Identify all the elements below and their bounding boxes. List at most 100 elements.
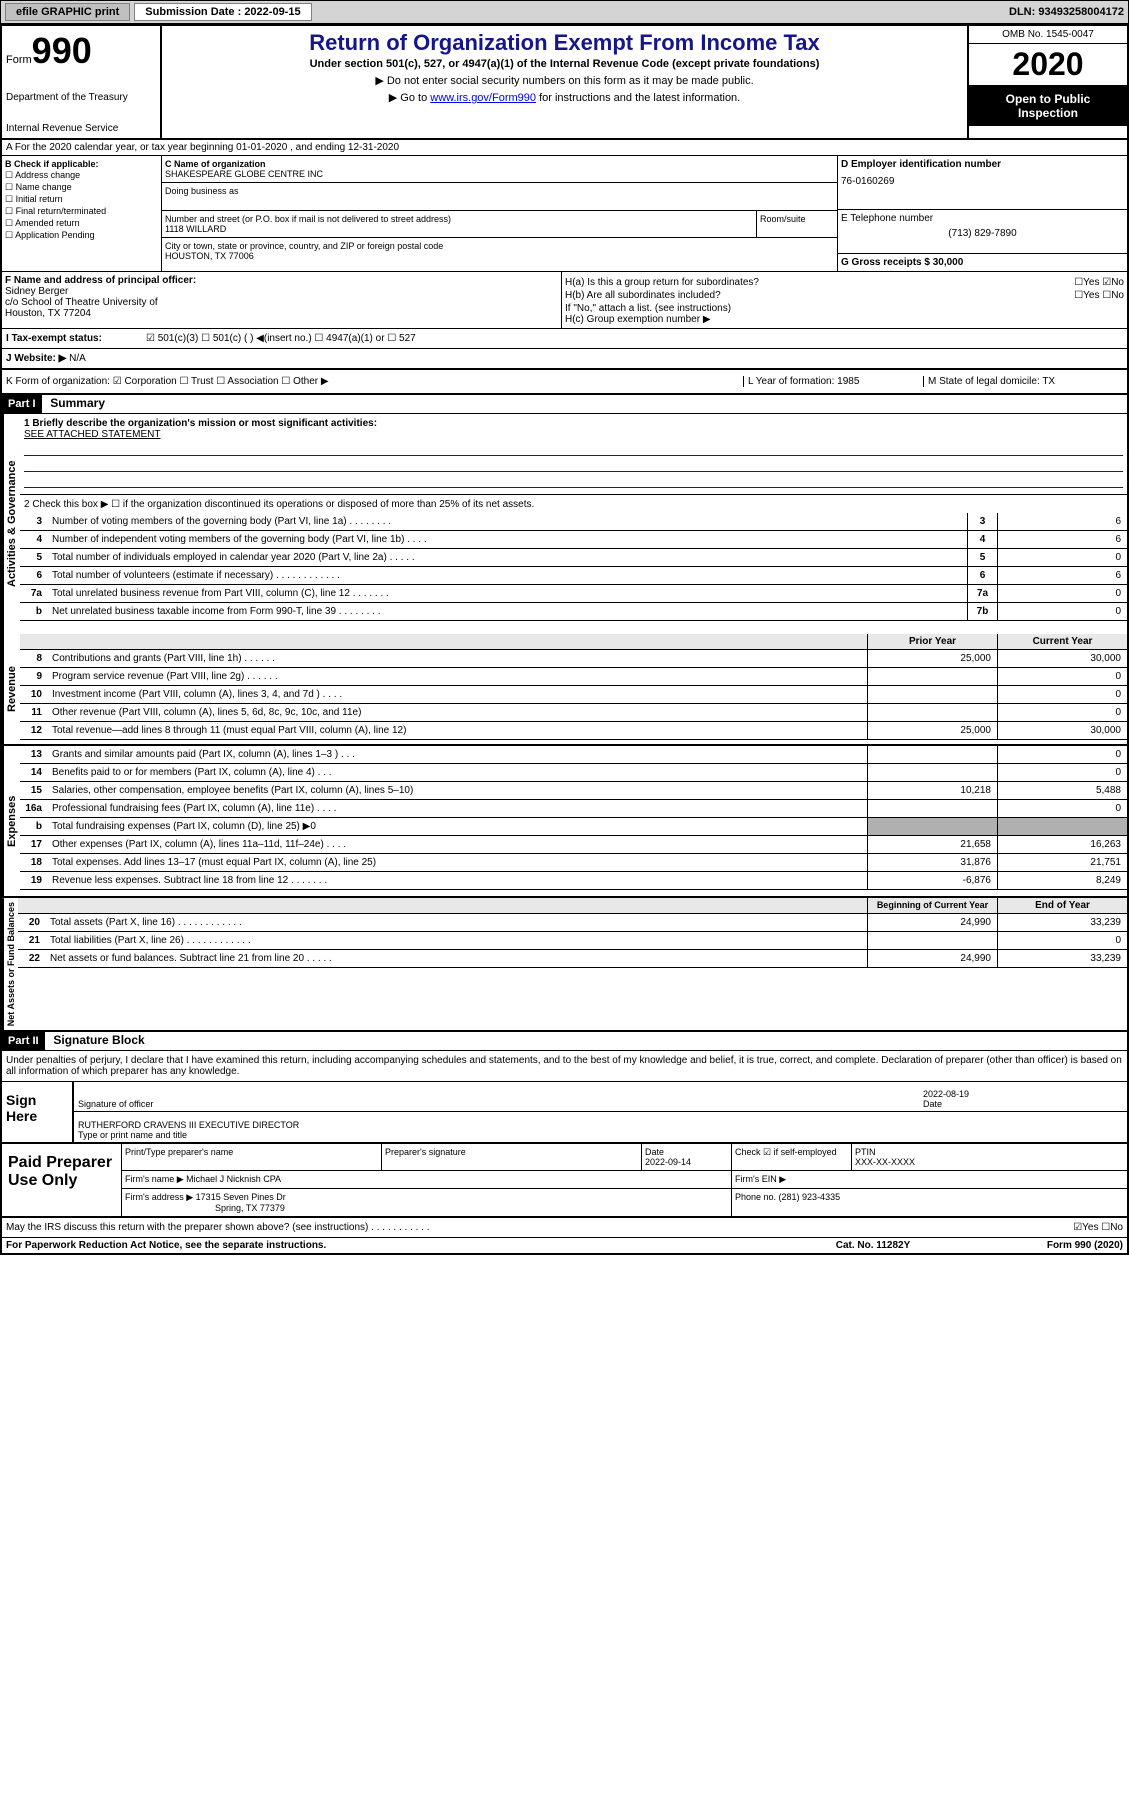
table-row: 4 Number of independent voting members o… <box>20 531 1127 549</box>
dba-block: Doing business as <box>162 183 837 211</box>
cb-name[interactable]: ☐ Name change <box>5 182 158 193</box>
prior-val <box>867 764 997 781</box>
form-title: Return of Organization Exempt From Incom… <box>166 30 963 56</box>
line-num: 8 <box>20 653 48 664</box>
form-container: Form990 Department of the Treasury Inter… <box>0 24 1129 1255</box>
sig-date-block: 2022-08-19 Date <box>923 1089 1123 1109</box>
efile-button[interactable]: efile GRAPHIC print <box>5 3 130 21</box>
header-mid: Return of Organization Exempt From Incom… <box>162 26 967 138</box>
irs-link[interactable]: www.irs.gov/Form990 <box>430 92 536 104</box>
line-text: Total number of individuals employed in … <box>48 550 967 565</box>
table-row: 11 Other revenue (Part VIII, column (A),… <box>20 704 1127 722</box>
current-val: 30,000 <box>997 722 1127 739</box>
table-row: 5 Total number of individuals employed i… <box>20 549 1127 567</box>
tax-opts[interactable]: ☑ 501(c)(3) ☐ 501(c) ( ) ◀(insert no.) ☐… <box>146 333 416 344</box>
section-bcd: B Check if applicable: ☐ Address change … <box>2 156 1127 272</box>
prep-selfemp[interactable]: Check ☑ if self-employed <box>732 1144 852 1170</box>
line-text: Total number of volunteers (estimate if … <box>48 568 967 583</box>
dln-label: DLN: 93493258004172 <box>1009 6 1124 18</box>
discuss-text: May the IRS discuss this return with the… <box>6 1222 1073 1233</box>
sign-here-label: Sign Here <box>2 1082 72 1142</box>
revenue-block: Revenue Prior Year Current Year 8 Contri… <box>2 634 1127 746</box>
firm-addr-block: Firm's address ▶ 17315 Seven Pines Dr Sp… <box>122 1189 732 1216</box>
website-row: J Website: ▶ N/A <box>2 349 1127 370</box>
section-a: A For the 2020 calendar year, or tax yea… <box>2 140 1127 156</box>
line-num: 21 <box>18 935 46 946</box>
cb-pending[interactable]: ☐ Application Pending <box>5 230 158 241</box>
begin-year-hdr: Beginning of Current Year <box>867 898 997 913</box>
ha-lbl: H(a) Is this a group return for subordin… <box>565 277 1074 288</box>
col-b: B Check if applicable: ☐ Address change … <box>2 156 162 271</box>
prep-header-row: Print/Type preparer's name Preparer's si… <box>122 1144 1127 1171</box>
org-name-block: C Name of organization SHAKESPEARE GLOBE… <box>162 156 837 183</box>
table-row: 16a Professional fundraising fees (Part … <box>20 800 1127 818</box>
cb-address[interactable]: ☐ Address change <box>5 170 158 181</box>
discuss-ans[interactable]: ☑Yes ☐No <box>1073 1222 1123 1233</box>
prep-name-hdr: Print/Type preparer's name <box>122 1144 382 1170</box>
line-text: Professional fundraising fees (Part IX, … <box>48 801 867 816</box>
paperwork-notice: For Paperwork Reduction Act Notice, see … <box>6 1240 773 1251</box>
prior-val <box>867 704 997 721</box>
cb-amended[interactable]: ☐ Amended return <box>5 218 158 229</box>
prior-val: 24,990 <box>867 914 997 931</box>
line-text: Total liabilities (Part X, line 26) . . … <box>46 933 867 948</box>
line-num: 7a <box>20 588 48 599</box>
line-num: 14 <box>20 767 48 778</box>
submission-date: Submission Date : 2022-09-15 <box>134 3 311 21</box>
line-val: 0 <box>997 585 1127 602</box>
col-f: F Name and address of principal officer:… <box>2 272 562 328</box>
top-bar: efile GRAPHIC print Submission Date : 20… <box>0 0 1129 24</box>
ha-ans[interactable]: ☐Yes ☑No <box>1074 277 1124 288</box>
room-block: Room/suite <box>757 211 837 238</box>
section-fh: F Name and address of principal officer:… <box>2 272 1127 329</box>
col-b-header: B Check if applicable: <box>5 159 158 169</box>
header-right: OMB No. 1545-0047 2020 Open to Public In… <box>967 26 1127 138</box>
current-val: 21,751 <box>997 854 1127 871</box>
cat-no: Cat. No. 11282Y <box>773 1240 973 1251</box>
hb-ans[interactable]: ☐Yes ☐No <box>1074 290 1124 301</box>
line-val: 6 <box>997 513 1127 530</box>
ha-row: H(a) Is this a group return for subordin… <box>565 277 1124 288</box>
line-text: Salaries, other compensation, employee b… <box>48 783 867 798</box>
current-val <box>997 818 1127 835</box>
cb-final[interactable]: ☐ Final return/terminated <box>5 206 158 217</box>
current-val: 0 <box>997 704 1127 721</box>
prior-val: 21,658 <box>867 836 997 853</box>
org-name-lbl: C Name of organization <box>165 159 834 169</box>
line-text: Number of independent voting members of … <box>48 532 967 547</box>
dept-irs: Internal Revenue Service <box>6 123 156 134</box>
prep-ptin-block: PTIN XXX-XX-XXXX <box>852 1144 1127 1170</box>
col-h: H(a) Is this a group return for subordin… <box>562 272 1127 328</box>
current-year-hdr: Current Year <box>997 634 1127 649</box>
line-num: 20 <box>18 917 46 928</box>
end-year-hdr: End of Year <box>997 898 1127 913</box>
addr-lbl: Firm's address ▶ <box>125 1192 193 1202</box>
line-val: 0 <box>997 549 1127 566</box>
prior-val: -6,876 <box>867 872 997 889</box>
netassets-label: Net Assets or Fund Balances <box>2 898 18 1030</box>
sig-name-val: RUTHERFORD CRAVENS III EXECUTIVE DIRECTO… <box>78 1120 1123 1130</box>
prep-sig-hdr: Preparer's signature <box>382 1144 642 1170</box>
officer-name: Sidney Berger <box>5 286 558 297</box>
table-row: 9 Program service revenue (Part VIII, li… <box>20 668 1127 686</box>
prior-val: 31,876 <box>867 854 997 871</box>
line-num: 10 <box>20 689 48 700</box>
prior-val <box>867 818 997 835</box>
city-val: HOUSTON, TX 77006 <box>165 251 834 261</box>
part2-header-row: Part II Signature Block <box>2 1032 1127 1051</box>
cb-initial[interactable]: ☐ Initial return <box>5 194 158 205</box>
line2-text: 2 Check this box ▶ ☐ if the organization… <box>20 497 1127 512</box>
line-text: Grants and similar amounts paid (Part IX… <box>48 747 867 762</box>
line-text: Number of voting members of the governin… <box>48 514 967 529</box>
sign-here-row: Sign Here Signature of officer 2022-08-1… <box>2 1082 1127 1142</box>
line-num: 15 <box>20 785 48 796</box>
form-subtitle: Under section 501(c), 527, or 4947(a)(1)… <box>166 58 963 70</box>
line-num: 11 <box>20 707 48 718</box>
addr-val1: 17315 Seven Pines Dr <box>196 1192 286 1202</box>
expenses-label: Expenses <box>2 746 20 896</box>
line-box: 5 <box>967 549 997 566</box>
current-val: 0 <box>997 932 1127 949</box>
ein-val: 76-0160269 <box>841 176 1124 187</box>
line-val: 0 <box>997 603 1127 620</box>
k-form-org[interactable]: K Form of organization: ☑ Corporation ☐ … <box>6 376 743 387</box>
